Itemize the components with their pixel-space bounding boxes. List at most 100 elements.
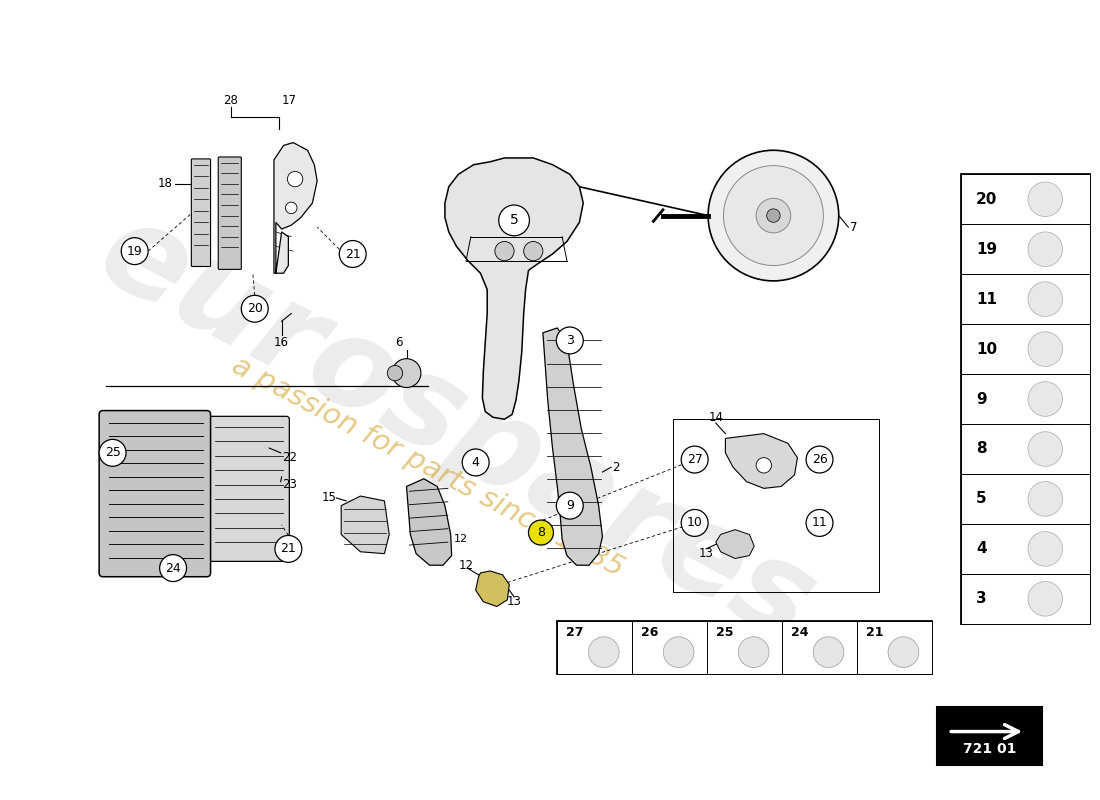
FancyArrowPatch shape: [952, 725, 1019, 738]
Text: 24: 24: [791, 626, 808, 639]
Polygon shape: [444, 158, 583, 419]
Text: 4: 4: [976, 542, 987, 556]
Bar: [707, 621, 782, 674]
Bar: [558, 621, 632, 674]
Circle shape: [806, 510, 833, 536]
Bar: [960, 524, 1090, 574]
Circle shape: [241, 295, 268, 322]
Text: 13: 13: [507, 595, 521, 608]
Polygon shape: [716, 530, 755, 558]
Text: 19: 19: [126, 245, 143, 258]
FancyBboxPatch shape: [99, 410, 210, 577]
Text: 20: 20: [246, 302, 263, 315]
Circle shape: [339, 241, 366, 267]
Circle shape: [462, 449, 490, 476]
Circle shape: [1028, 282, 1063, 317]
Text: a passion for parts since 1985: a passion for parts since 1985: [227, 352, 628, 583]
Circle shape: [392, 358, 421, 387]
Text: 15: 15: [321, 491, 337, 505]
Text: 28: 28: [223, 94, 239, 107]
Circle shape: [1028, 432, 1063, 466]
Bar: [960, 174, 1090, 624]
Bar: [558, 621, 932, 674]
Circle shape: [286, 202, 297, 214]
Circle shape: [681, 446, 708, 473]
Text: 17: 17: [282, 94, 297, 107]
Text: 18: 18: [158, 178, 173, 190]
Circle shape: [557, 492, 583, 519]
Polygon shape: [725, 434, 797, 488]
Text: 3: 3: [976, 591, 987, 606]
Text: 8: 8: [537, 526, 544, 539]
Circle shape: [724, 166, 824, 266]
FancyBboxPatch shape: [209, 416, 289, 562]
Circle shape: [524, 242, 543, 261]
Text: 16: 16: [274, 336, 289, 349]
Polygon shape: [475, 571, 509, 606]
Circle shape: [99, 439, 127, 466]
Text: 10: 10: [686, 517, 703, 530]
Text: 25: 25: [104, 446, 121, 459]
Circle shape: [888, 637, 918, 667]
Circle shape: [1028, 232, 1063, 266]
Text: 21: 21: [866, 626, 883, 639]
Text: 14: 14: [708, 410, 724, 424]
Circle shape: [557, 327, 583, 354]
Circle shape: [767, 209, 780, 222]
Circle shape: [663, 637, 694, 667]
Circle shape: [1028, 182, 1063, 217]
Bar: [960, 174, 1090, 224]
Circle shape: [588, 637, 619, 667]
FancyBboxPatch shape: [191, 159, 210, 266]
Circle shape: [813, 637, 844, 667]
Circle shape: [275, 535, 301, 562]
Circle shape: [806, 446, 833, 473]
Text: 5: 5: [976, 491, 987, 506]
Text: 19: 19: [976, 242, 998, 257]
Text: 25: 25: [716, 626, 734, 639]
Text: 12: 12: [454, 534, 469, 544]
Bar: [960, 424, 1090, 474]
Circle shape: [498, 205, 529, 236]
Text: 27: 27: [566, 626, 583, 639]
Bar: [960, 474, 1090, 524]
Circle shape: [495, 242, 514, 261]
Bar: [960, 574, 1090, 624]
Text: 2: 2: [612, 461, 619, 474]
Text: 721 01: 721 01: [962, 742, 1016, 756]
Text: 9: 9: [976, 391, 987, 406]
Text: 1: 1: [431, 488, 439, 501]
Text: 24: 24: [165, 562, 182, 574]
Text: 21: 21: [344, 247, 361, 261]
Circle shape: [121, 238, 148, 265]
Text: 26: 26: [641, 626, 658, 639]
FancyBboxPatch shape: [218, 157, 241, 270]
Bar: [960, 374, 1090, 424]
Circle shape: [1028, 482, 1063, 516]
Bar: [960, 324, 1090, 374]
Text: 26: 26: [812, 453, 827, 466]
Circle shape: [756, 458, 771, 473]
Circle shape: [528, 520, 553, 545]
Polygon shape: [274, 142, 317, 274]
Circle shape: [708, 150, 838, 281]
Bar: [960, 274, 1090, 324]
Bar: [857, 621, 932, 674]
Text: 6: 6: [395, 336, 403, 349]
Text: 21: 21: [280, 542, 296, 555]
Bar: [937, 707, 1043, 765]
Text: 5: 5: [509, 214, 518, 227]
Circle shape: [756, 198, 791, 233]
Bar: [782, 621, 857, 674]
Circle shape: [1028, 582, 1063, 616]
Text: 13: 13: [698, 547, 714, 560]
Polygon shape: [341, 496, 389, 554]
Circle shape: [1028, 531, 1063, 566]
Circle shape: [1028, 332, 1063, 366]
Text: 10: 10: [976, 342, 998, 357]
Text: 11: 11: [812, 517, 827, 530]
Circle shape: [387, 366, 403, 381]
Text: 22: 22: [282, 451, 297, 464]
Text: eurospares: eurospares: [79, 190, 834, 668]
Text: 8: 8: [976, 442, 987, 457]
